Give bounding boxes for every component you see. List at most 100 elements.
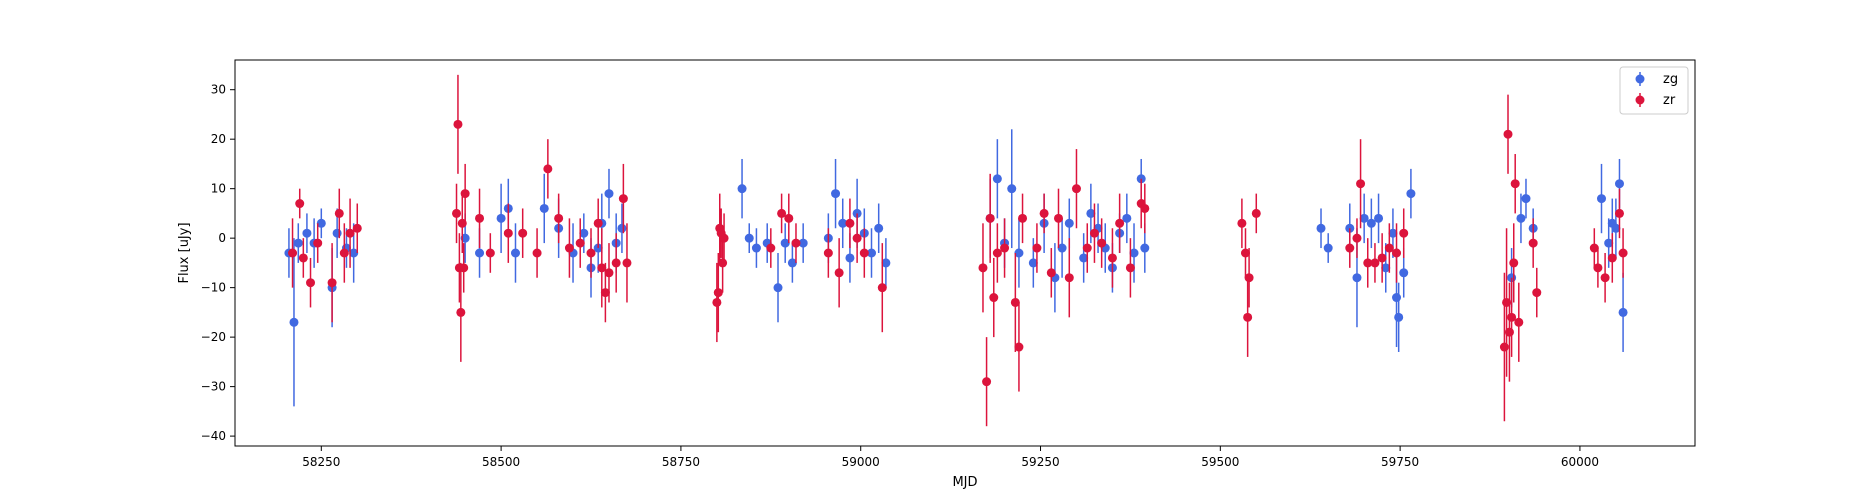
x-tick-label: 60000: [1561, 455, 1599, 469]
data-point: [1394, 313, 1403, 322]
y-axis-label: Flux [uJy]: [177, 222, 192, 283]
data-point: [1237, 219, 1246, 228]
data-point: [1054, 214, 1063, 223]
data-point: [712, 298, 721, 307]
data-point: [1090, 229, 1099, 238]
data-point: [533, 249, 542, 258]
data-point: [1047, 268, 1056, 277]
x-tick-label: 58250: [302, 455, 340, 469]
x-axis-ticks: 58250 58500 58750 59000 59250 59500 59750 60000: [302, 446, 1599, 469]
data-point: [714, 288, 723, 297]
data-point: [565, 244, 574, 253]
data-point: [306, 278, 315, 287]
data-point: [1392, 293, 1401, 302]
x-tick-label: 59250: [1021, 455, 1059, 469]
data-point: [1521, 194, 1530, 203]
data-point: [504, 229, 513, 238]
data-point: [604, 189, 613, 198]
y-tick-label: −10: [201, 281, 226, 295]
data-point: [1345, 244, 1354, 253]
data-point: [1032, 244, 1041, 253]
data-point: [543, 164, 552, 173]
data-point: [766, 244, 775, 253]
data-point: [1007, 184, 1016, 193]
data-point: [486, 249, 495, 258]
y-tick-label: 0: [218, 231, 226, 245]
data-point: [452, 209, 461, 218]
data-point: [1615, 209, 1624, 218]
data-point: [1399, 229, 1408, 238]
data-point: [745, 234, 754, 243]
data-point: [1514, 318, 1523, 327]
data-point: [1619, 249, 1628, 258]
x-tick-label: 59000: [842, 455, 880, 469]
data-point: [845, 219, 854, 228]
data-point: [1243, 313, 1252, 322]
data-point: [612, 258, 621, 267]
data-point: [738, 184, 747, 193]
data-point: [1374, 214, 1383, 223]
data-point: [456, 308, 465, 317]
data-point: [1252, 209, 1261, 218]
data-point: [313, 239, 322, 248]
data-point: [1126, 263, 1135, 272]
data-point: [1097, 239, 1106, 248]
data-point: [774, 283, 783, 292]
data-point: [831, 189, 840, 198]
data-point: [1108, 253, 1117, 262]
data-point: [845, 253, 854, 262]
x-tick-label: 58750: [662, 455, 700, 469]
data-point: [824, 249, 833, 258]
data-point: [594, 219, 603, 228]
data-point: [353, 224, 362, 233]
data-point: [1529, 239, 1538, 248]
data-point: [1500, 343, 1509, 352]
data-point: [1392, 249, 1401, 258]
data-point: [475, 249, 484, 258]
data-point: [1140, 244, 1149, 253]
data-point: [554, 214, 563, 223]
data-point: [288, 249, 297, 258]
data-point: [622, 258, 631, 267]
data-point: [475, 214, 484, 223]
data-point: [1597, 194, 1606, 203]
data-point: [1516, 214, 1525, 223]
data-point: [993, 174, 1002, 183]
data-point: [333, 229, 342, 238]
y-tick-label: 30: [211, 83, 226, 97]
x-tick-label: 59750: [1381, 455, 1419, 469]
data-point: [1619, 308, 1628, 317]
legend-zr-marker: [1636, 96, 1645, 105]
data-point: [453, 120, 462, 129]
data-point: [1115, 219, 1124, 228]
data-point: [791, 239, 800, 248]
data-point: [1083, 244, 1092, 253]
data-point: [853, 234, 862, 243]
x-tick-label: 58500: [482, 455, 520, 469]
legend: zg zr: [1620, 67, 1688, 114]
y-tick-label: −30: [201, 380, 226, 394]
legend-zg-label: zg: [1663, 72, 1678, 87]
legend-zr-label: zr: [1663, 93, 1676, 108]
y-tick-label: −40: [201, 429, 226, 443]
data-point: [302, 229, 311, 238]
data-point: [1504, 130, 1513, 139]
data-point: [752, 244, 761, 253]
data-point: [328, 278, 337, 287]
data-point: [1532, 288, 1541, 297]
data-point: [587, 249, 596, 258]
data-point: [835, 268, 844, 277]
data-point: [1018, 214, 1027, 223]
data-point: [497, 214, 506, 223]
data-point: [289, 318, 298, 327]
x-tick-label: 59500: [1201, 455, 1239, 469]
data-point: [1378, 253, 1387, 262]
data-point: [720, 234, 729, 243]
data-point: [1406, 189, 1415, 198]
data-point: [299, 253, 308, 262]
y-tick-label: 10: [211, 182, 226, 196]
data-point: [1356, 179, 1365, 188]
data-point: [1505, 328, 1514, 337]
data-point: [1072, 184, 1081, 193]
